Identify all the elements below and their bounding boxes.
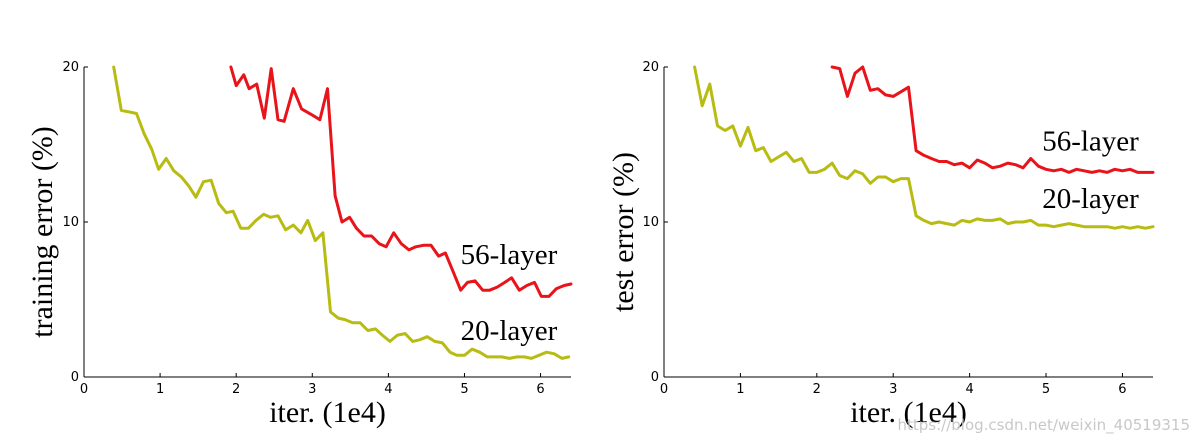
series-line-20-layer <box>693 65 1155 230</box>
series-annotation-20-layer: 20-layer <box>461 315 558 347</box>
series-annotation-56-layer: 56-layer <box>1042 126 1139 158</box>
series-line-20-layer <box>112 65 571 360</box>
series-line-56-layer <box>830 65 1155 174</box>
series-annotation-20-layer: 20-layer <box>1042 183 1139 215</box>
y-tick-label: 20 <box>62 60 79 75</box>
x-axis-title: iter. (1e4) <box>850 396 967 429</box>
x-axis-title: iter. (1e4) <box>269 396 386 429</box>
y-tick-label: 20 <box>642 60 659 75</box>
training-error-chart: 0 1 2 3 4 5 6 0 10 20 iter. (1e4) training error (%… <box>26 60 573 429</box>
y-axis-title: training error (%) <box>26 126 59 338</box>
x-tick-label: 5 <box>460 382 468 397</box>
series-line-56-layer <box>229 65 573 298</box>
y-axis-title: test error (%) <box>607 152 640 312</box>
x-tick-label: 4 <box>384 382 392 397</box>
x-tick-label: 6 <box>1118 382 1126 397</box>
x-tick-label: 4 <box>965 382 973 397</box>
x-tick-label: 1 <box>736 382 744 397</box>
x-tick-label: 2 <box>813 382 821 397</box>
x-tick-label: 2 <box>232 382 240 397</box>
y-tick-label: 0 <box>71 370 79 385</box>
y-tick-label: 10 <box>62 215 79 230</box>
y-tick-label: 10 <box>642 215 659 230</box>
test-error-chart: 0 1 2 3 4 5 6 0 10 20 iter. (1e4) test error (%) 56-… <box>607 60 1155 429</box>
y-tick-label: 0 <box>651 370 659 385</box>
watermark-text: https://blog.csdn.net/weixin_40519315 <box>897 416 1190 435</box>
x-tick-label: 1 <box>156 382 164 397</box>
x-tick-label: 0 <box>80 382 88 397</box>
x-tick-label: 5 <box>1042 382 1050 397</box>
series-annotation-56-layer: 56-layer <box>461 239 558 271</box>
x-tick-label: 3 <box>308 382 316 397</box>
x-tick-label: 6 <box>536 382 544 397</box>
x-tick-label: 3 <box>889 382 897 397</box>
x-tick-label: 0 <box>660 382 668 397</box>
